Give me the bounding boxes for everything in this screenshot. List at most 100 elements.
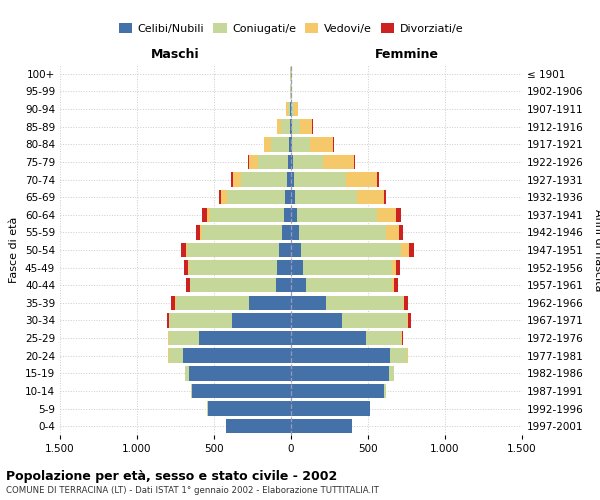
Bar: [202, 208, 206, 222]
Bar: [277, 120, 281, 134]
Bar: [303, 260, 392, 275]
Bar: [186, 278, 190, 292]
Bar: [392, 278, 394, 292]
Bar: [169, 314, 232, 328]
Bar: [185, 243, 187, 257]
Bar: [384, 384, 386, 398]
Bar: [291, 384, 384, 398]
Bar: [248, 154, 249, 169]
Bar: [275, 278, 291, 292]
Bar: [291, 243, 301, 257]
Bar: [285, 190, 291, 204]
Bar: [176, 296, 250, 310]
Bar: [291, 419, 352, 434]
Bar: [377, 208, 397, 222]
Bar: [291, 172, 295, 186]
Bar: [264, 137, 271, 152]
Bar: [295, 190, 356, 204]
Bar: [282, 225, 291, 240]
Text: Maschi: Maschi: [151, 48, 200, 62]
Bar: [291, 348, 389, 363]
Bar: [386, 225, 399, 240]
Bar: [326, 296, 403, 310]
Bar: [208, 402, 291, 416]
Bar: [227, 190, 285, 204]
Text: Popolazione per età, sesso e stato civile - 2002: Popolazione per età, sesso e stato civil…: [6, 470, 337, 483]
Bar: [185, 366, 190, 380]
Bar: [409, 243, 413, 257]
Bar: [407, 314, 408, 328]
Bar: [396, 260, 400, 275]
Bar: [231, 172, 233, 186]
Text: Femmine: Femmine: [374, 48, 439, 62]
Bar: [183, 348, 291, 363]
Bar: [187, 243, 280, 257]
Bar: [184, 260, 188, 275]
Bar: [301, 120, 313, 134]
Bar: [211, 208, 284, 222]
Bar: [403, 296, 404, 310]
Bar: [190, 278, 275, 292]
Bar: [367, 331, 401, 345]
Bar: [290, 102, 291, 117]
Bar: [291, 331, 367, 345]
Bar: [291, 208, 297, 222]
Bar: [394, 278, 398, 292]
Bar: [226, 419, 291, 434]
Bar: [310, 137, 333, 152]
Bar: [284, 208, 291, 222]
Bar: [323, 154, 354, 169]
Bar: [401, 331, 403, 345]
Bar: [389, 348, 407, 363]
Bar: [202, 225, 282, 240]
Bar: [249, 154, 258, 169]
Bar: [299, 225, 386, 240]
Bar: [196, 225, 200, 240]
Bar: [169, 331, 199, 345]
Bar: [291, 84, 292, 98]
Bar: [397, 208, 401, 222]
Bar: [401, 243, 409, 257]
Bar: [291, 314, 342, 328]
Bar: [399, 225, 403, 240]
Text: COMUNE DI TERRACINA (LT) - Dati ISTAT 1° gennaio 2002 - Elaborazione TUTTITALIA.: COMUNE DI TERRACINA (LT) - Dati ISTAT 1°…: [6, 486, 379, 495]
Bar: [280, 243, 291, 257]
Bar: [291, 225, 299, 240]
Bar: [188, 260, 189, 275]
Bar: [271, 137, 289, 152]
Bar: [294, 102, 298, 117]
Bar: [277, 260, 291, 275]
Bar: [289, 137, 291, 152]
Bar: [287, 102, 290, 117]
Bar: [290, 120, 291, 134]
Bar: [181, 243, 185, 257]
Bar: [287, 172, 291, 186]
Bar: [189, 260, 277, 275]
Bar: [241, 172, 287, 186]
Bar: [377, 172, 379, 186]
Bar: [219, 190, 221, 204]
Bar: [291, 296, 326, 310]
Bar: [291, 137, 292, 152]
Bar: [392, 260, 396, 275]
Bar: [206, 208, 211, 222]
Bar: [356, 190, 384, 204]
Bar: [301, 243, 401, 257]
Bar: [291, 260, 303, 275]
Y-axis label: Fasce di età: Fasce di età: [10, 217, 19, 283]
Bar: [191, 384, 193, 398]
Bar: [291, 278, 305, 292]
Bar: [292, 102, 294, 117]
Bar: [286, 102, 287, 117]
Legend: Celibi/Nubili, Coniugati/e, Vedovi/e, Divorziati/e: Celibi/Nubili, Coniugati/e, Vedovi/e, Di…: [115, 19, 467, 38]
Bar: [295, 172, 346, 186]
Bar: [291, 366, 389, 380]
Bar: [292, 137, 310, 152]
Bar: [305, 278, 392, 292]
Bar: [200, 225, 202, 240]
Bar: [404, 296, 408, 310]
Y-axis label: Anni di nascita: Anni di nascita: [593, 209, 600, 291]
Bar: [232, 314, 291, 328]
Bar: [250, 296, 291, 310]
Bar: [258, 154, 288, 169]
